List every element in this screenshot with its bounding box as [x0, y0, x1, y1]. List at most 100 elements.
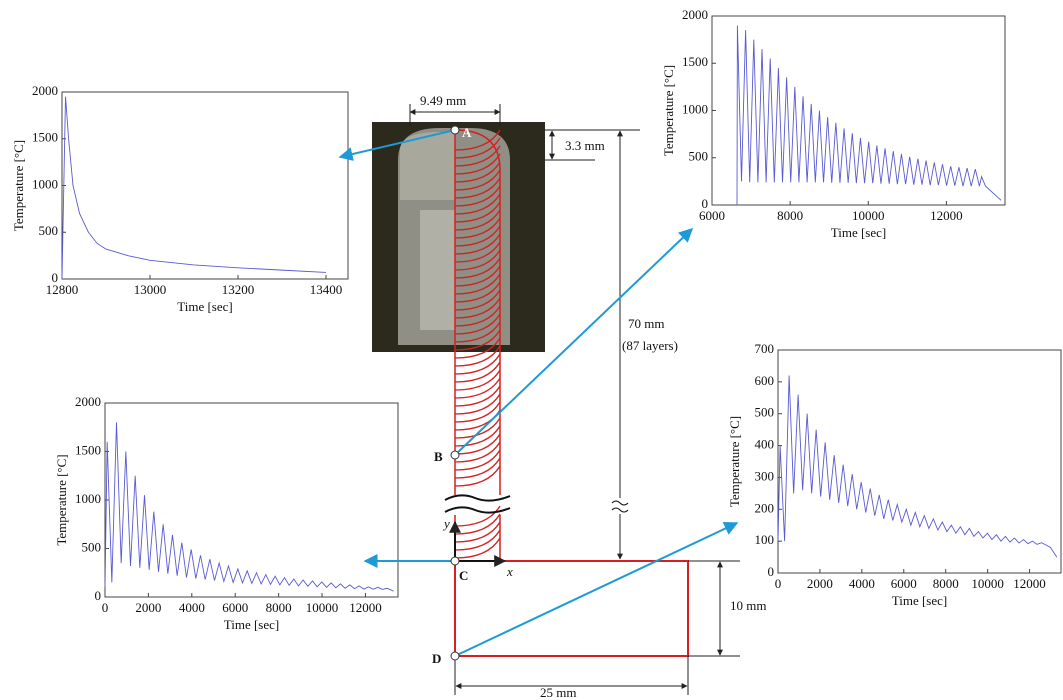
base-width-label: 25 mm [540, 685, 576, 700]
x-tick-label: 8000 [933, 576, 959, 591]
y-tick-label: 500 [82, 539, 102, 554]
bead-arc [454, 393, 501, 415]
point-label: C [459, 568, 468, 583]
y-axis-title: Temperature [°C] [661, 65, 676, 156]
break-gap [612, 498, 628, 514]
y-tick-label: 400 [755, 437, 775, 452]
bead-arc [454, 177, 501, 199]
bead-arc [454, 161, 501, 183]
bead-arc [454, 201, 501, 223]
bead-arc [454, 129, 501, 151]
y-tick-label: 1500 [75, 442, 101, 457]
point-label: B [434, 449, 443, 464]
y-tick-label: 2000 [682, 7, 708, 22]
x-tick-label: 6000 [699, 208, 725, 223]
y-axis-title: Temperature [°C] [11, 140, 26, 231]
bead-arc [454, 281, 501, 303]
arrow [454, 228, 694, 456]
x-tick-label: 13400 [310, 282, 343, 297]
bead-arc [454, 377, 501, 399]
x-tick-label: 0 [775, 576, 782, 591]
bead-arc [454, 209, 501, 231]
bead-layers [454, 129, 501, 559]
bead-arc [454, 521, 501, 543]
bead-arc [454, 145, 501, 167]
x-tick-label: 8000 [266, 600, 292, 615]
width-label: 9.49 mm [420, 93, 466, 108]
point-label: A [462, 125, 472, 140]
bead-arc [454, 257, 501, 279]
chart: 0 500 1000 1500 2000 0 2000 4000 6000 8000 10000 12… [54, 394, 399, 632]
point [450, 556, 460, 566]
bead-arc [454, 321, 501, 343]
x-tick-label: 6000 [891, 576, 917, 591]
bead-arc [454, 457, 501, 479]
x-axis-label: x [506, 564, 513, 579]
x-axis-title: Time [sec] [224, 617, 280, 632]
bead-arc [454, 137, 501, 159]
y-tick-label: 200 [755, 500, 775, 515]
bead-arc [454, 465, 501, 487]
chart: 0 100 200 300 400 500 600 700 0 2000 4000 6000 8000 1… [727, 341, 1062, 608]
x-tick-label: 12000 [349, 600, 382, 615]
bead-arc [454, 513, 501, 535]
y-tick-label: 0 [768, 564, 775, 579]
bead-arc [454, 169, 501, 191]
y-tick-label: 600 [755, 373, 775, 388]
y-axis-label: y [442, 516, 450, 531]
arrow [454, 522, 739, 657]
base-height-label: 10 mm [730, 598, 766, 613]
bead-arc [454, 225, 501, 247]
y-tick-label: 0 [702, 196, 709, 211]
layers-label: (87 layers) [622, 338, 678, 353]
x-tick-label: 10000 [306, 600, 339, 615]
bead-arc [454, 385, 501, 407]
y-tick-label: 700 [755, 341, 775, 356]
bead-arc [454, 305, 501, 327]
x-tick-label: 13200 [222, 282, 255, 297]
temperature-line [736, 25, 1002, 206]
bead-arc [454, 425, 501, 447]
x-tick-label: 10000 [971, 576, 1004, 591]
x-tick-label: 4000 [179, 600, 205, 615]
bead-arc [454, 289, 501, 311]
x-tick-label: 8000 [777, 208, 803, 223]
y-tick-label: 1000 [32, 176, 58, 191]
x-tick-label: 4000 [849, 576, 875, 591]
arrow [338, 129, 456, 161]
y-tick-label: 500 [755, 405, 775, 420]
bead-arc [454, 241, 501, 263]
x-axis-title: Time [sec] [892, 593, 948, 608]
x-tick-label: 13000 [134, 282, 167, 297]
specimen-diagram: 9.49 mm 3.3 mm 70 mm (87 layers) 10 mm 2… [338, 93, 766, 700]
photo-highlight [420, 210, 455, 330]
bead-arc [454, 193, 501, 215]
bead-arc [454, 329, 501, 351]
bead-arc [454, 361, 501, 383]
bead-arc [454, 153, 501, 175]
plot-frame [104, 402, 399, 598]
break-mark [611, 500, 629, 513]
y-tick-label: 0 [52, 270, 59, 285]
temperature-line [104, 422, 394, 592]
point-label: D [432, 651, 441, 666]
y-tick-label: 2000 [32, 83, 58, 98]
substrate [454, 560, 689, 657]
bead-arc [454, 313, 501, 335]
y-tick-label: 100 [755, 532, 775, 547]
bead-arc [454, 337, 501, 359]
y-tick-label: 500 [39, 223, 59, 238]
break-mark [444, 494, 511, 514]
y-axis-title: Temperature [°C] [727, 416, 742, 507]
bead-arc [454, 217, 501, 239]
x-tick-label: 6000 [222, 600, 248, 615]
plot-frame [61, 91, 349, 280]
y-axis-title: Temperature [°C] [54, 454, 69, 545]
bead-arc [454, 353, 501, 375]
bead-arc [454, 233, 501, 255]
x-tick-label: 2000 [807, 576, 833, 591]
x-tick-label: 12000 [930, 208, 963, 223]
bead-arc [454, 417, 501, 439]
bead-arc [454, 401, 501, 423]
